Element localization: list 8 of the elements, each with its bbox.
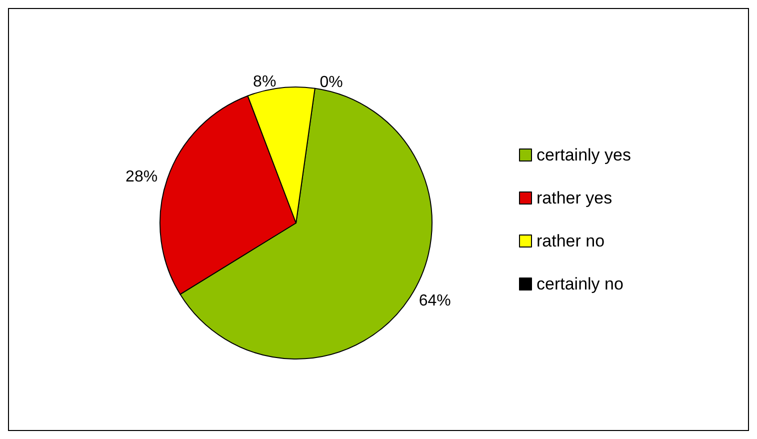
legend-label: rather yes (536, 188, 612, 208)
data-label: 64% (418, 292, 451, 310)
legend-label: rather no (536, 232, 605, 250)
legend-label: certainly yes (536, 146, 631, 164)
data-label: 28% (126, 168, 158, 186)
text: 0% (320, 74, 343, 91)
legend-label: certainly no (536, 274, 624, 294)
data-label: 8% (253, 73, 276, 90)
